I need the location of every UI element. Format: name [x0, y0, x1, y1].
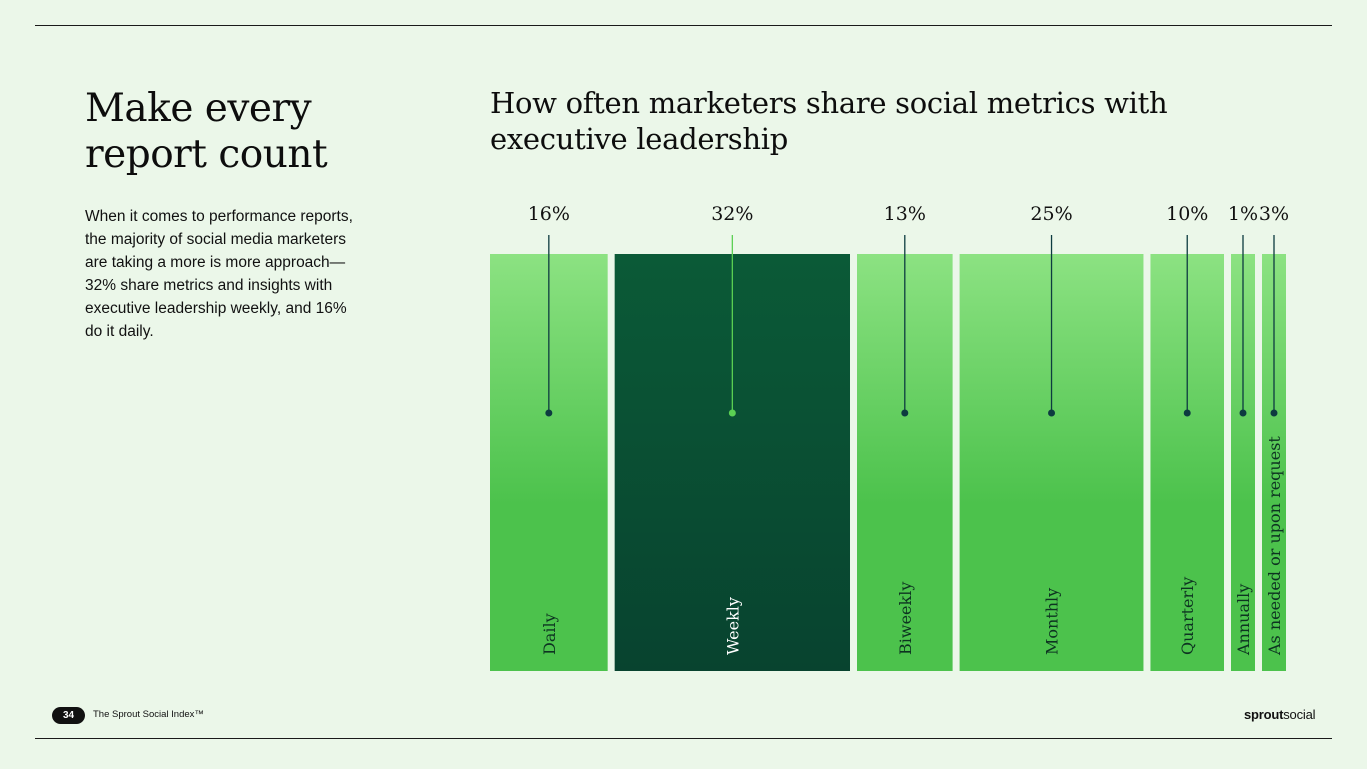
headline: Make every report count — [85, 86, 328, 177]
category-label-as-needed-or-upon-request: As needed or upon request — [1265, 436, 1284, 656]
category-label-monthly: Monthly — [1043, 588, 1062, 655]
leader-dot-as-needed-or-upon-request — [1270, 409, 1278, 417]
category-label-daily: Daily — [540, 613, 559, 655]
category-label-biweekly: Biweekly — [896, 582, 915, 655]
category-label-annually: Annually — [1234, 584, 1253, 656]
brand-logo-bold: sprout — [1244, 707, 1284, 722]
value-label-quarterly: 10% — [1166, 203, 1208, 225]
leader-dot-biweekly — [901, 409, 909, 417]
bottom-rule — [35, 738, 1332, 739]
brand-logo-regular: social — [1283, 707, 1316, 722]
value-label-daily: 16% — [528, 203, 570, 225]
leader-dot-daily — [545, 409, 553, 417]
category-label-quarterly: Quarterly — [1178, 577, 1197, 655]
top-rule — [35, 25, 1332, 26]
category-label-weekly: Weekly — [723, 597, 742, 655]
value-label-annually: 1% — [1228, 203, 1258, 225]
leader-dot-quarterly — [1183, 409, 1191, 417]
brand-logo: sproutsocial — [1244, 707, 1315, 722]
body-text: When it comes to performance reports, th… — [85, 208, 353, 340]
leader-dot-annually — [1239, 409, 1247, 417]
page-number-badge: 34 — [52, 707, 85, 724]
chart-title: How often marketers share social metrics… — [490, 86, 1168, 156]
value-label-weekly: 32% — [711, 203, 753, 225]
value-label-biweekly: 13% — [884, 203, 926, 225]
leader-dot-monthly — [1048, 409, 1056, 417]
leader-dot-weekly — [728, 409, 736, 417]
value-label-as-needed-or-upon-request: 3% — [1259, 203, 1289, 225]
publication-title: The Sprout Social Index™ — [93, 709, 204, 720]
value-label-monthly: 25% — [1030, 203, 1072, 225]
